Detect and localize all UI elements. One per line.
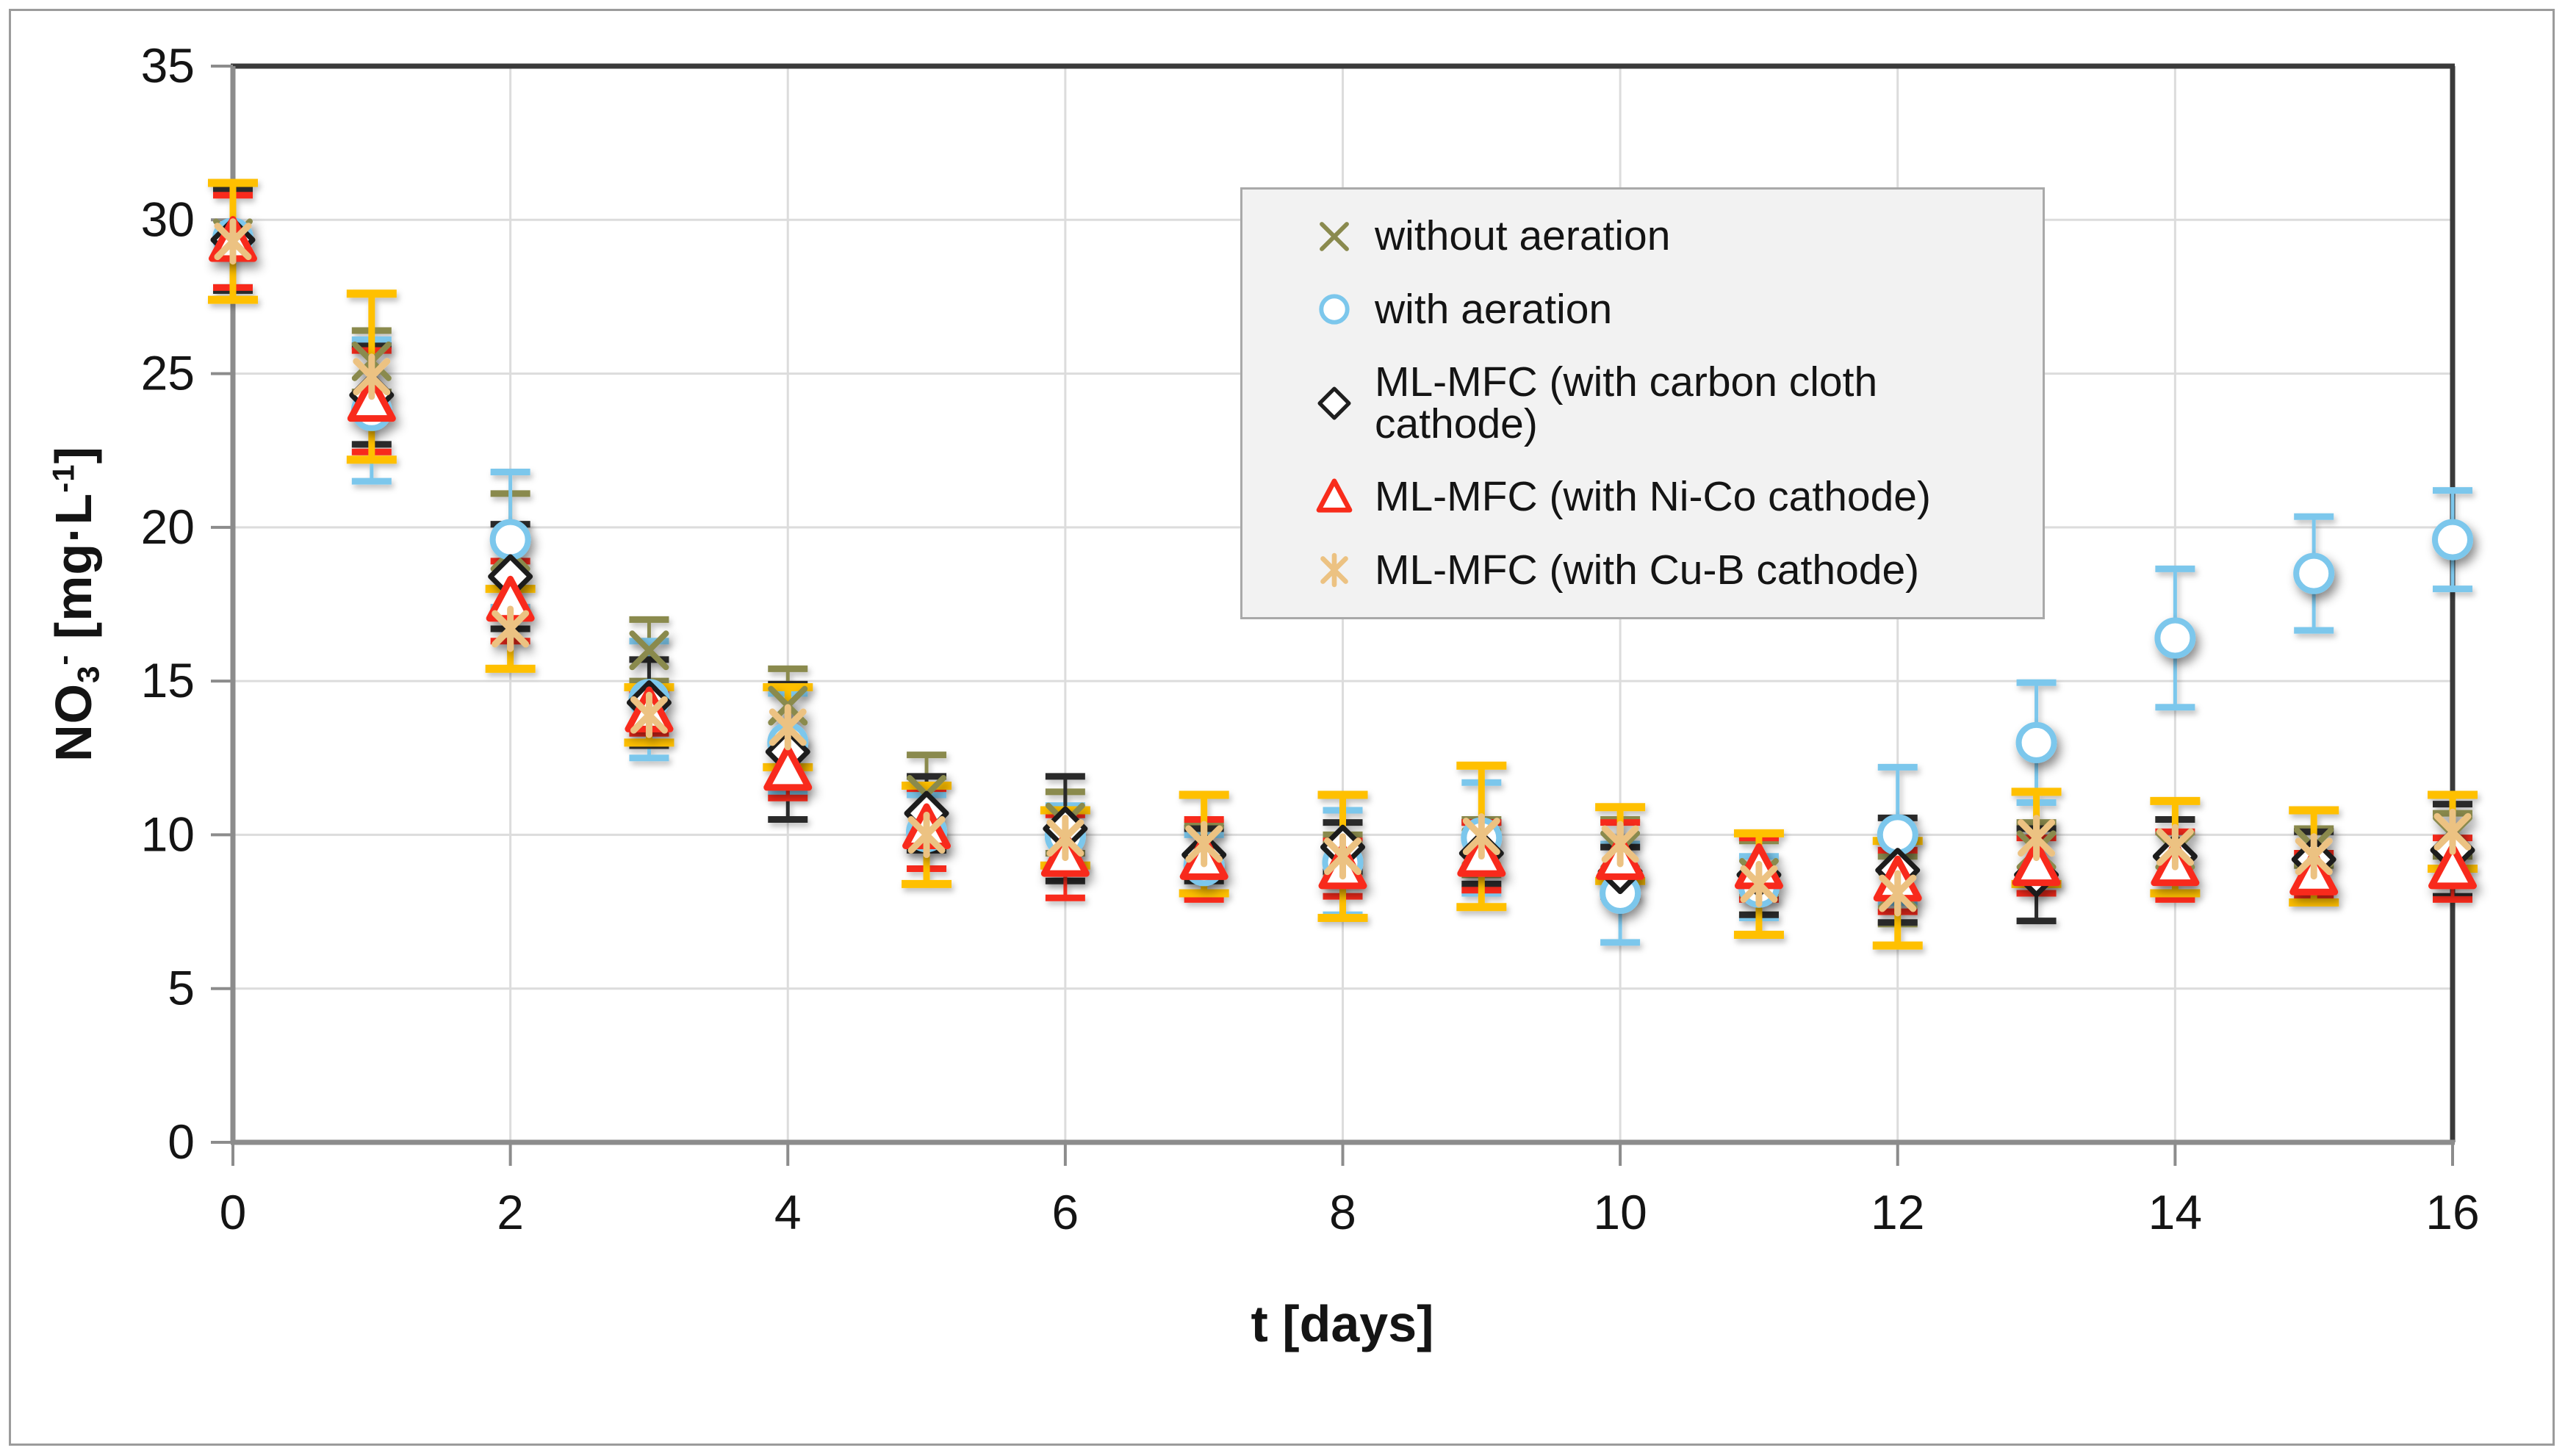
svg-text:2: 2 <box>497 1185 524 1239</box>
y-axis-title-superscript: - <box>46 654 81 666</box>
x-axis-title: t [days] <box>1251 1295 1434 1352</box>
svg-text:5: 5 <box>168 961 195 1015</box>
svg-text:10: 10 <box>1593 1185 1647 1239</box>
svg-text:8: 8 <box>1329 1185 1356 1239</box>
legend-label: ML-MFC (with carbon cloth cathode) <box>1375 358 1878 447</box>
svg-text:16: 16 <box>2425 1185 2479 1239</box>
svg-text:35: 35 <box>141 38 195 93</box>
svg-text:0: 0 <box>220 1185 247 1239</box>
y-axis-title-base: NO <box>44 682 102 762</box>
y-axis-title-unit-close: ] <box>44 446 102 464</box>
y-axis-title-unit: [mg·L <box>44 492 102 655</box>
y-axis-title: NO3- [mg·L-1] <box>44 446 107 762</box>
y-axis-title-unit-superscript: -1 <box>46 464 81 493</box>
y-axis-title-subscript: 3 <box>71 665 106 683</box>
svg-text:15: 15 <box>141 653 195 707</box>
legend-item-with-aeration: with aeration <box>1314 285 2028 333</box>
svg-text:25: 25 <box>141 346 195 400</box>
diamond-marker-icon <box>1317 386 1351 420</box>
legend-item-ml-mfc-ni-co: ML-MFC (with Ni-Co cathode) <box>1314 476 2028 518</box>
svg-text:4: 4 <box>774 1185 802 1239</box>
legend-item-ml-mfc-carbon-cloth: ML-MFC (with carbon cloth cathode) <box>1314 361 2028 445</box>
asterisk-marker-icon <box>1320 553 1348 588</box>
svg-text:14: 14 <box>2148 1185 2202 1239</box>
x-cross-marker-icon <box>1320 221 1349 251</box>
legend-item-without-aeration: without aeration <box>1314 215 2028 257</box>
svg-text:6: 6 <box>1052 1185 1079 1239</box>
legend-label: ML-MFC (with Ni-Co cathode) <box>1375 473 1931 521</box>
svg-text:0: 0 <box>168 1114 195 1169</box>
svg-text:20: 20 <box>141 500 195 554</box>
legend-item-ml-mfc-cu-b: ML-MFC (with Cu-B cathode) <box>1314 549 2028 591</box>
triangle-marker-icon <box>1316 478 1353 513</box>
circle-marker-icon <box>1319 294 1350 325</box>
legend-label: with aeration <box>1375 285 1613 333</box>
svg-text:30: 30 <box>141 192 195 246</box>
legend: without aeration with aeration ML-MFC (w… <box>1240 187 2045 619</box>
svg-text:10: 10 <box>141 807 195 861</box>
legend-label: ML-MFC (with Cu-B cathode) <box>1375 546 1920 594</box>
legend-label: without aeration <box>1375 212 1671 260</box>
svg-text:12: 12 <box>1871 1185 1924 1239</box>
